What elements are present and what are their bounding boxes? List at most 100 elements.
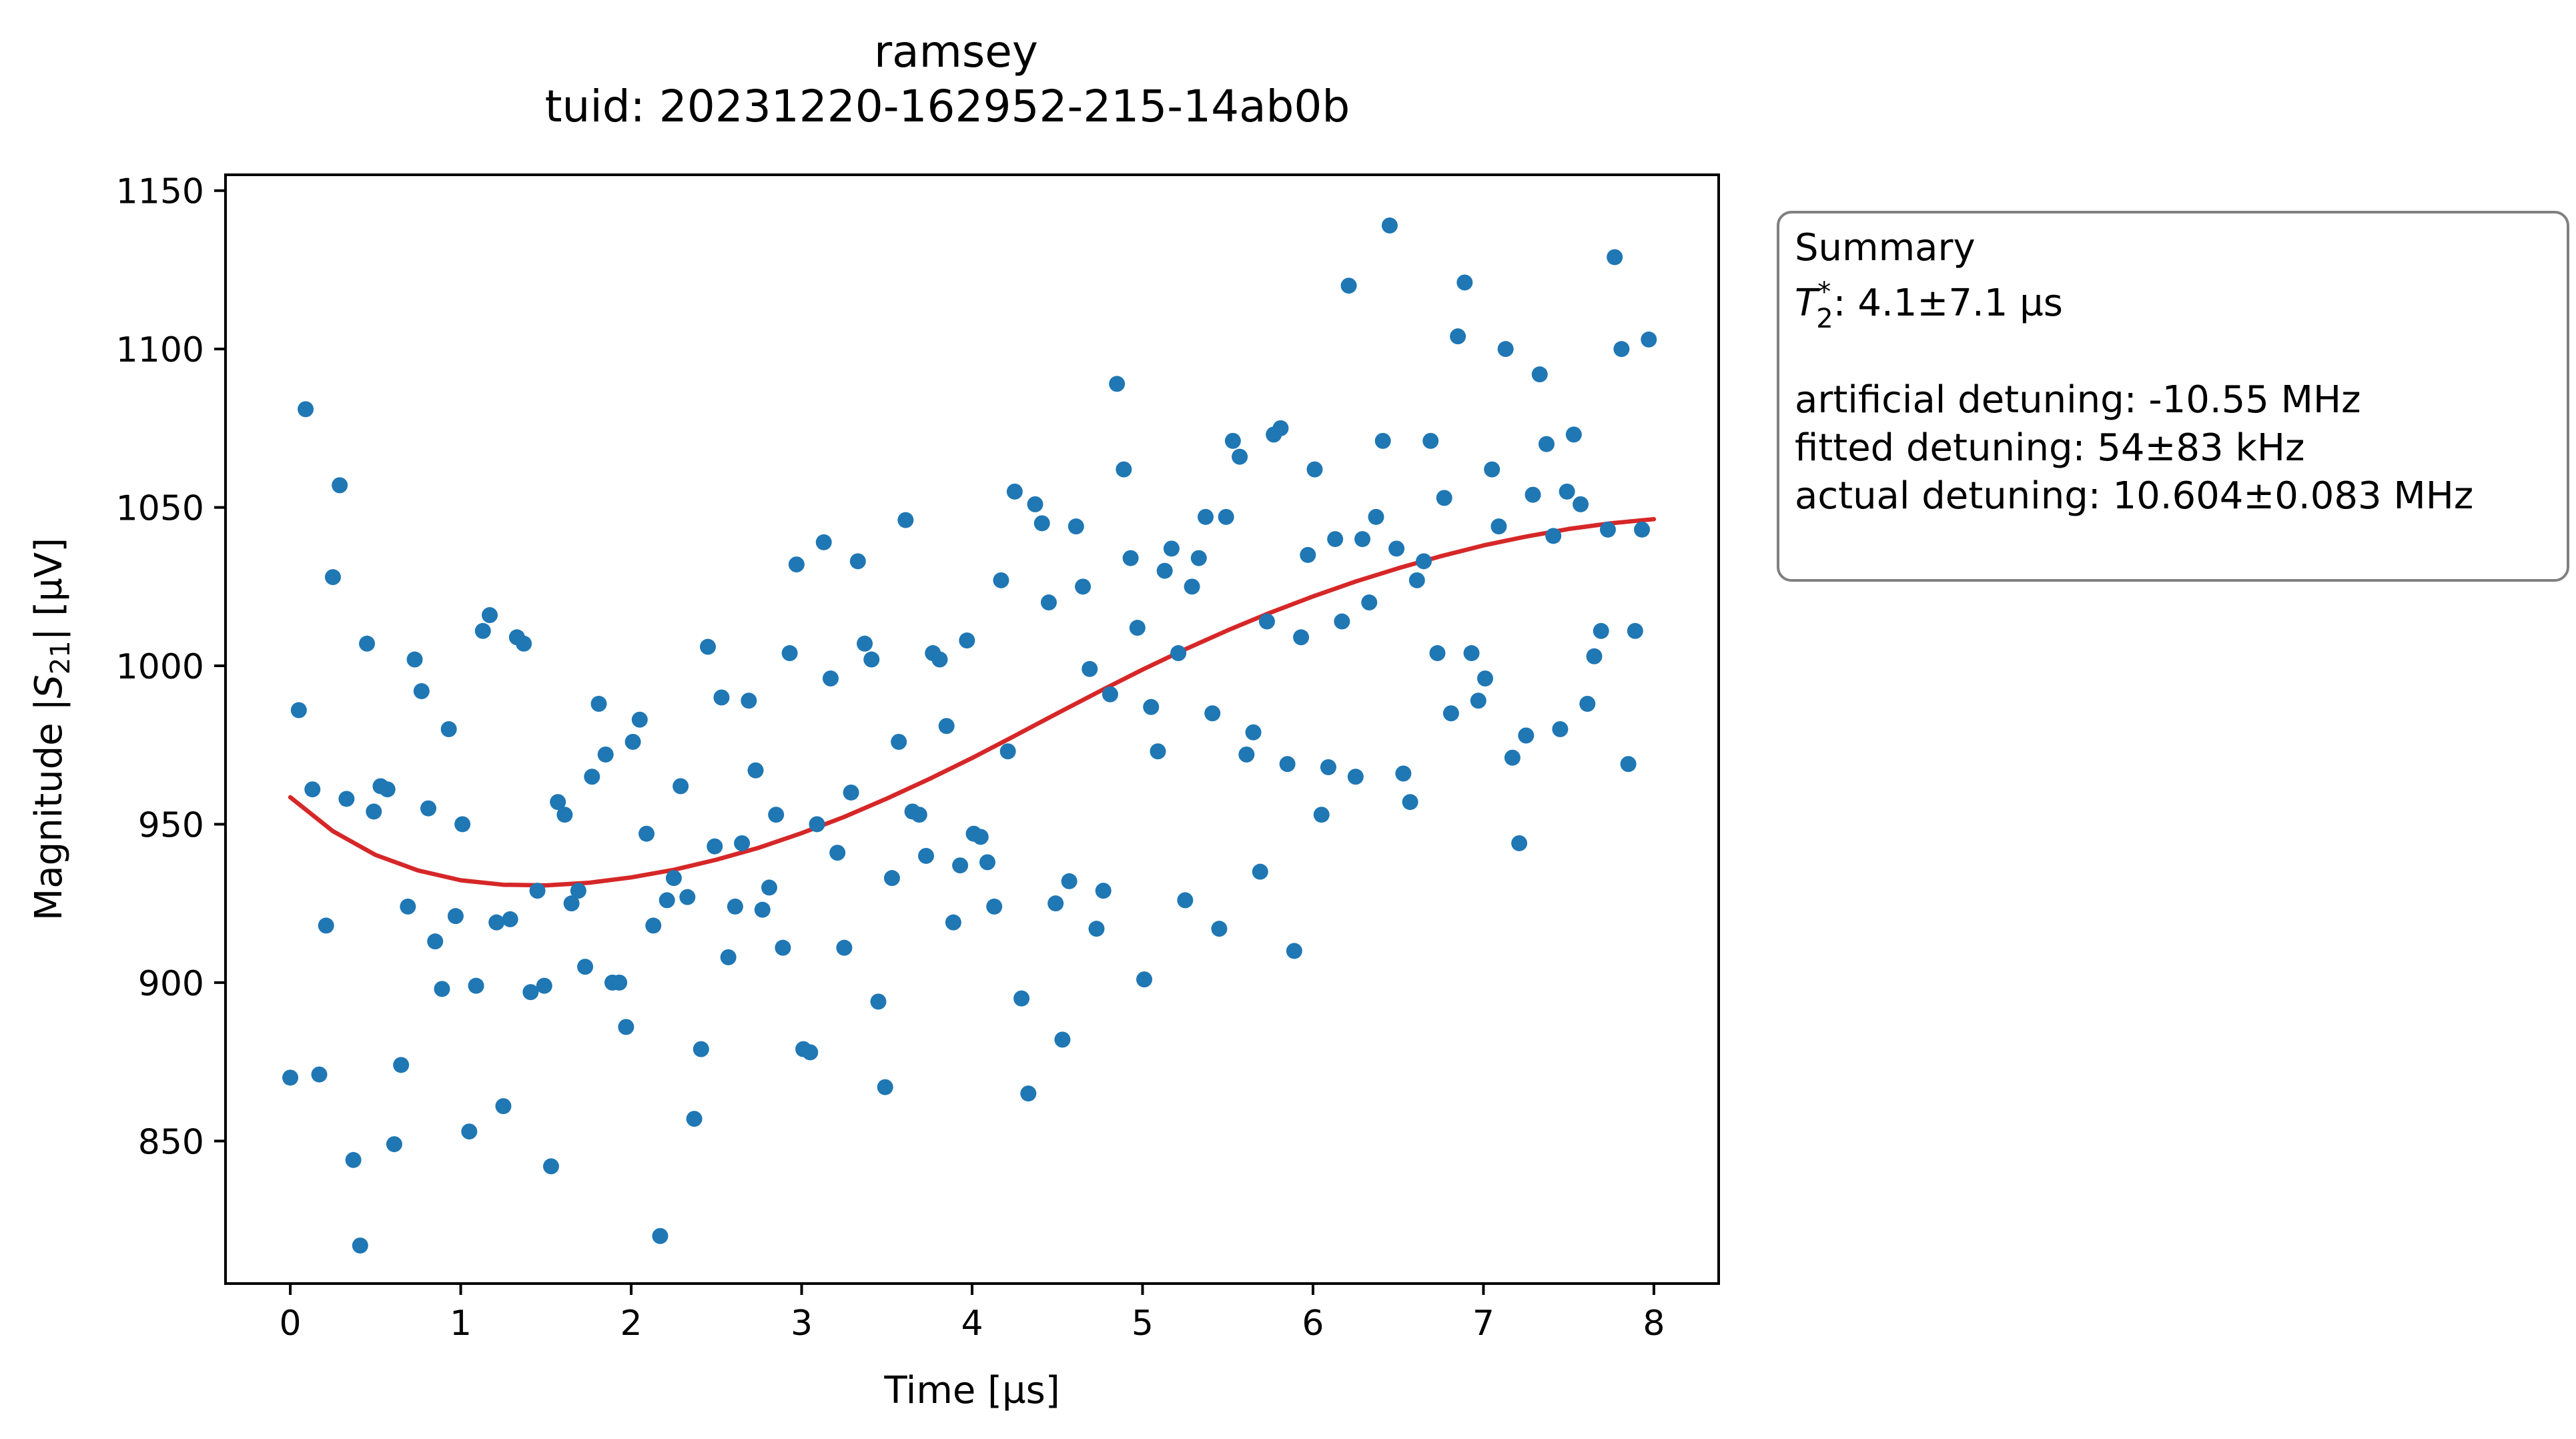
data-point — [1511, 835, 1528, 851]
data-point — [577, 959, 594, 975]
y-tick-label: 1100 — [116, 330, 204, 370]
data-point — [1109, 376, 1126, 392]
data-point — [631, 711, 648, 728]
data-point — [290, 702, 307, 718]
data-point — [366, 803, 382, 820]
data-point — [802, 1044, 819, 1061]
data-point — [1476, 670, 1493, 687]
data-point — [1156, 562, 1173, 579]
data-point — [1565, 426, 1582, 443]
data-point — [877, 1079, 893, 1095]
data-point — [516, 635, 532, 652]
data-point — [1463, 645, 1480, 662]
data-point — [1470, 692, 1486, 709]
data-point — [1354, 531, 1371, 548]
data-point — [1232, 448, 1248, 465]
data-point — [1279, 756, 1296, 773]
data-point — [1593, 622, 1609, 639]
data-point — [1286, 943, 1302, 959]
data-point — [1061, 873, 1078, 889]
summary-t2-sub: 2 — [1816, 304, 1833, 334]
data-point — [700, 638, 717, 655]
chart-subtitle: tuid: 20231220-162952-215-14ab0b — [545, 81, 1350, 132]
data-point — [1054, 1031, 1071, 1048]
data-point — [1184, 578, 1200, 595]
y-axis-label-suffix: | [µV] — [27, 538, 71, 640]
data-point — [1313, 807, 1330, 823]
data-point — [1006, 483, 1023, 500]
chart-title: ramsey — [874, 26, 1038, 77]
data-point — [1361, 594, 1378, 611]
y-tick-label: 1050 — [116, 489, 204, 529]
data-point — [754, 901, 771, 918]
summary-t2-sup: * — [1817, 277, 1831, 308]
y-axis-label-var: S — [27, 674, 71, 698]
x-tick-label: 2 — [620, 1304, 642, 1344]
data-point — [1020, 1085, 1037, 1102]
data-point — [338, 791, 355, 807]
data-point — [311, 1066, 328, 1083]
data-point — [1599, 521, 1616, 538]
data-point — [1641, 331, 1657, 348]
data-point — [488, 914, 505, 931]
data-point — [618, 1019, 634, 1035]
data-point — [1429, 645, 1446, 662]
points-layer — [282, 217, 1657, 1254]
data-point — [1252, 863, 1268, 880]
y-tick-label: 1150 — [116, 172, 204, 212]
data-point — [420, 800, 437, 817]
data-point — [1238, 746, 1255, 763]
data-point — [447, 908, 464, 925]
data-point — [1190, 550, 1207, 566]
data-point — [638, 825, 655, 842]
data-point — [1136, 971, 1153, 988]
data-point — [891, 733, 907, 750]
x-tick-label: 7 — [1472, 1304, 1494, 1344]
data-point — [611, 974, 628, 991]
data-point — [1374, 432, 1391, 449]
data-point — [597, 746, 614, 763]
data-point — [1490, 518, 1507, 535]
data-point — [570, 883, 586, 899]
data-point — [829, 845, 846, 861]
data-point — [1170, 645, 1187, 662]
data-point — [1340, 278, 1357, 294]
summary-fitted-detuning: fitted detuning: 54±83 kHz — [1795, 426, 2304, 470]
data-point — [849, 553, 866, 570]
y-tick-label: 850 — [138, 1122, 204, 1162]
data-point — [542, 1158, 559, 1175]
data-point — [1129, 620, 1146, 636]
data-point — [822, 670, 839, 687]
data-point — [1525, 486, 1541, 503]
plot-background — [226, 175, 1719, 1284]
data-point — [1408, 572, 1425, 588]
data-point — [1143, 698, 1160, 715]
data-point — [761, 879, 777, 896]
data-point — [1634, 521, 1651, 538]
data-point — [1211, 921, 1228, 937]
data-point — [1204, 705, 1221, 722]
data-point — [1436, 490, 1452, 506]
summary-t2-symbol: T — [1795, 282, 1820, 325]
data-point — [931, 651, 948, 668]
data-point — [1620, 756, 1637, 773]
data-point — [775, 939, 791, 956]
data-point — [952, 857, 969, 874]
summary-actual-detuning: actual detuning: 10.604±0.083 MHz — [1795, 474, 2473, 518]
data-point — [413, 683, 430, 700]
data-point — [1088, 921, 1105, 937]
data-point — [857, 635, 873, 652]
x-tick-label: 4 — [961, 1304, 983, 1344]
data-point — [1552, 721, 1569, 737]
data-point — [393, 1057, 410, 1073]
y-tick-label: 1000 — [116, 647, 204, 687]
data-point — [1177, 892, 1194, 909]
y-tick-label: 950 — [138, 805, 204, 845]
data-point — [282, 1069, 299, 1086]
data-point — [468, 977, 484, 994]
data-point — [959, 632, 975, 649]
data-point — [318, 917, 334, 934]
data-point — [713, 689, 730, 706]
data-point — [1607, 249, 1623, 266]
